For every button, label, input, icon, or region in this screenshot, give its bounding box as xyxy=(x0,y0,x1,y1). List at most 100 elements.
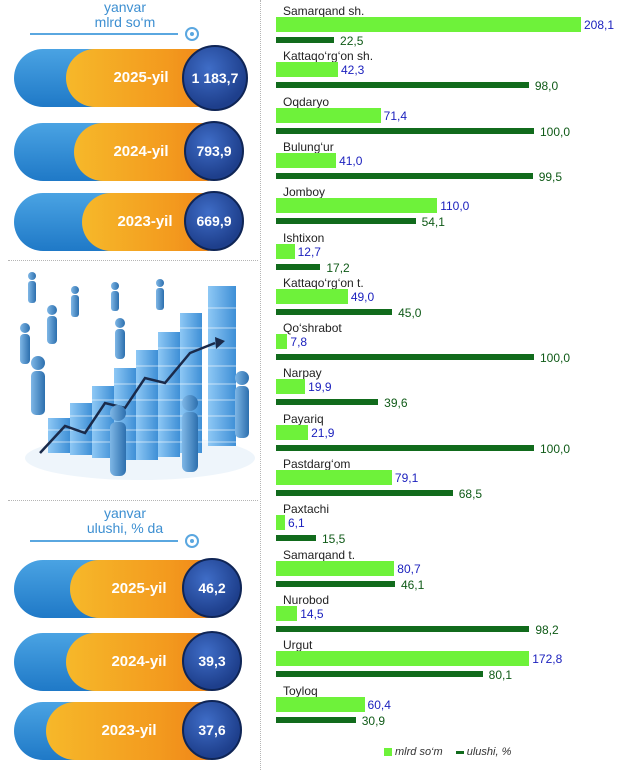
bar-share-value: 30,9 xyxy=(361,713,386,728)
bar-share-value: 100,0 xyxy=(540,124,571,139)
bar-share-value: 98,2 xyxy=(535,622,559,637)
pill-value: 669,9 xyxy=(184,191,244,251)
category-label: Urgut xyxy=(283,638,313,653)
category-label: Samarqand sh. xyxy=(283,4,365,18)
pill-top-0: 2025-yil 1 183,7 xyxy=(14,45,248,111)
bar-share xyxy=(276,263,321,270)
category-label: Oqdaryo xyxy=(283,94,330,109)
pill-year: 2023-yil xyxy=(117,213,173,230)
bar-share-value: 98,0 xyxy=(534,79,559,94)
bars-3d xyxy=(48,286,236,460)
people-figures xyxy=(20,272,249,476)
category-label: Qo‘shrabot xyxy=(283,321,342,336)
bar-mlrd-value: 6,1 xyxy=(287,516,305,531)
bar-mlrd-value: 42,3 xyxy=(340,63,365,78)
bar-mlrd-value: 7,8 xyxy=(290,335,308,350)
bar-share xyxy=(276,308,393,315)
pill-year: 2024-yil xyxy=(113,143,169,160)
category-label: Payariq xyxy=(283,411,324,426)
ring-icon xyxy=(185,27,199,41)
bottom-header-line2: ulushi, % da xyxy=(86,520,164,536)
bar-mlrd-value: 80,7 xyxy=(397,561,421,576)
pill-bottom-0: 2025-yil 46,2 xyxy=(14,558,244,618)
category-label: Ishtixon xyxy=(283,230,325,245)
bottom-header: yanvar ulushi, % da xyxy=(60,506,190,536)
bar-mlrd-value: 79,1 xyxy=(394,471,419,485)
category-label: Kattaqo‘rg‘on t. xyxy=(283,275,364,290)
bar-mlrd xyxy=(276,605,298,621)
top-header: yanvar mlrd so‘m xyxy=(60,0,190,30)
business-growth-illustration xyxy=(20,272,255,480)
divider xyxy=(8,260,258,261)
arrow-head-icon xyxy=(215,337,225,349)
category-label: Pastdarg‘om xyxy=(283,457,351,471)
bar-mlrd-value: 14,5 xyxy=(300,606,324,621)
category-label: Narpay xyxy=(283,366,322,381)
bar-share xyxy=(276,218,416,225)
bar-share-value: 15,5 xyxy=(321,532,346,547)
bar-mlrd xyxy=(276,651,530,667)
bar-share xyxy=(276,580,395,587)
legend-label-green: mlrd so‘m xyxy=(395,746,443,758)
bar-mlrd-value: 12,7 xyxy=(297,244,321,259)
bar-mlrd-value: 41,0 xyxy=(339,153,363,168)
top-header-underline xyxy=(30,33,178,35)
bar-share xyxy=(276,535,316,542)
category-label: Nurobod xyxy=(283,592,330,607)
pill-year: 2025-yil xyxy=(113,69,169,86)
bar-share-value: 22,5 xyxy=(340,34,364,48)
pill-year: 2025-yil xyxy=(111,580,167,597)
bar-mlrd-value: 21,9 xyxy=(311,425,335,440)
bar-mlrd-value: 71,4 xyxy=(383,108,407,123)
bar-mlrd xyxy=(276,696,365,712)
bar-share-value: 46,1 xyxy=(400,577,425,592)
bar-mlrd xyxy=(276,470,392,485)
chart-legend: mlrd so‘m ulushi, % xyxy=(384,746,511,758)
ring-icon xyxy=(185,534,199,548)
bar-mlrd-value: 208,1 xyxy=(584,18,615,32)
bar-mlrd-value: 49,0 xyxy=(350,289,375,304)
bottom-header-underline xyxy=(30,540,178,542)
bar-share-value: 80,1 xyxy=(488,668,513,683)
bar-share xyxy=(276,399,379,406)
bar-share xyxy=(276,716,356,723)
legend-label-dark: ulushi, % xyxy=(466,746,512,758)
bar-share xyxy=(276,444,534,451)
bar-mlrd xyxy=(276,107,381,123)
bar-share xyxy=(276,172,533,179)
pill-value: 39,3 xyxy=(182,631,242,691)
bar-mlrd xyxy=(276,334,288,350)
bar-mlrd xyxy=(276,152,337,168)
category-label: Bulung‘ur xyxy=(283,139,334,154)
bar-share-value: 45,0 xyxy=(398,305,422,320)
category-label: Paxtachi xyxy=(283,502,330,517)
category-label: Samarqand t. xyxy=(283,547,356,562)
bar-mlrd xyxy=(276,288,348,304)
bar-mlrd xyxy=(276,62,338,78)
pill-bottom-1: 2024-yil 39,3 xyxy=(14,631,244,691)
bar-share xyxy=(276,490,453,496)
bar-share xyxy=(276,82,529,89)
bar-share-value: 17,2 xyxy=(326,260,350,275)
divider xyxy=(8,500,258,501)
bar-share xyxy=(276,354,534,361)
bar-mlrd-value: 110,0 xyxy=(440,199,470,214)
pill-year: 2023-yil xyxy=(101,722,157,739)
legend-swatch-dark xyxy=(455,750,464,754)
pill-top-1: 2024-yil 793,9 xyxy=(14,121,244,181)
category-label: Jomboy xyxy=(283,185,326,200)
bar-share-value: 99,5 xyxy=(538,169,563,184)
bar-mlrd-value: 60,4 xyxy=(367,697,391,712)
bar-mlrd xyxy=(276,560,395,576)
pill-bottom-2: 2023-yil 37,6 xyxy=(14,700,244,760)
pill-value: 1 183,7 xyxy=(182,45,248,111)
bar-mlrd xyxy=(276,515,285,531)
category-label: Kattaqo‘rg‘on sh. xyxy=(283,49,374,64)
category-label: Toyloq xyxy=(283,683,318,698)
bar-mlrd xyxy=(276,243,295,259)
bar-share xyxy=(276,671,483,678)
pill-value: 793,9 xyxy=(184,121,244,181)
bar-share-value: 100,0 xyxy=(540,441,571,456)
bar-mlrd xyxy=(276,17,581,32)
bar-share xyxy=(276,127,534,134)
